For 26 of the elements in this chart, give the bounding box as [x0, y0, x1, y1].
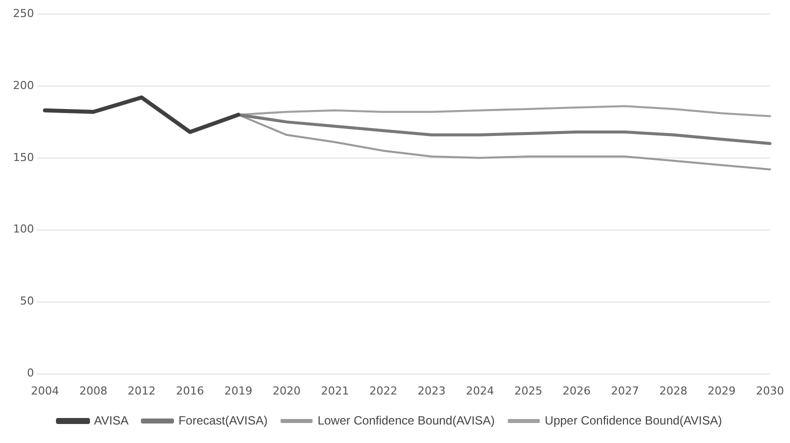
- x-tick-label: 2025: [514, 384, 542, 398]
- x-tick-label: 2020: [272, 384, 301, 398]
- x-tick-label: 2023: [418, 384, 446, 398]
- y-tick-label: 50: [20, 294, 34, 308]
- x-tick-label: 2028: [659, 384, 688, 398]
- legend-label: Lower Confidence Bound(AVISA): [318, 413, 495, 428]
- x-tick-label: 2012: [128, 384, 156, 398]
- x-tick-label: 2021: [320, 384, 349, 398]
- x-tick-label: 2022: [369, 384, 398, 398]
- y-tick-label: 150: [12, 150, 34, 164]
- x-tick-label: 2029: [708, 384, 736, 398]
- x-tick-label: 2026: [562, 384, 591, 398]
- x-tick-label: 2030: [756, 384, 784, 398]
- legend-label: Forecast(AVISA): [178, 413, 268, 428]
- x-tick-label: 2019: [224, 384, 252, 398]
- x-tick-label: 2027: [611, 384, 639, 398]
- y-tick-label: 200: [12, 78, 34, 92]
- legend-label: Upper Confidence Bound(AVISA): [544, 413, 722, 428]
- x-tick-label: 2024: [466, 384, 494, 398]
- x-tick-label: 2016: [176, 384, 204, 398]
- y-tick-label: 100: [12, 222, 34, 236]
- y-tick-label: 0: [26, 366, 34, 380]
- x-tick-label: 2004: [30, 384, 59, 398]
- legend-label: AVISA: [94, 413, 128, 428]
- x-tick-label: 2008: [79, 384, 108, 398]
- y-tick-label: 250: [12, 6, 34, 20]
